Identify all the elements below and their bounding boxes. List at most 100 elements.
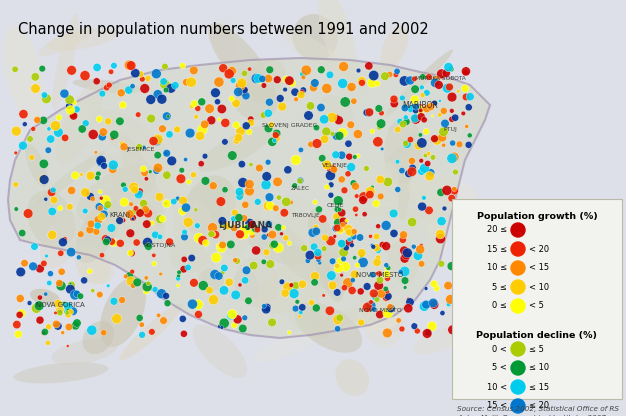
Point: [339, 285, 349, 291]
Point: [220, 186, 230, 193]
Point: [28, 126, 38, 132]
Point: [129, 184, 139, 191]
Point: [58, 329, 68, 336]
Point: [121, 273, 131, 280]
Point: [444, 84, 454, 90]
Point: [68, 308, 78, 314]
Point: [143, 75, 153, 82]
Point: [265, 261, 275, 267]
Point: [103, 201, 113, 208]
Point: [333, 219, 343, 226]
Point: [358, 259, 368, 266]
Point: [136, 321, 146, 328]
Point: [145, 168, 155, 175]
Text: SLOVENJ GRADEC: SLOVENJ GRADEC: [262, 122, 317, 127]
Point: [141, 287, 151, 294]
Text: Source: Census 2002, Statistical Office of RS
Anton Melik Geographical Institute: Source: Census 2002, Statistical Office …: [457, 406, 619, 416]
Point: [339, 218, 349, 225]
Point: [63, 303, 73, 310]
Point: [51, 310, 61, 316]
Point: [371, 200, 381, 207]
Point: [410, 115, 420, 121]
Point: [93, 175, 103, 181]
Point: [334, 265, 344, 271]
Point: [118, 102, 128, 109]
Point: [362, 109, 372, 116]
Point: [64, 308, 74, 314]
Ellipse shape: [362, 170, 394, 202]
Point: [319, 292, 329, 299]
Point: [35, 317, 45, 324]
Ellipse shape: [318, 0, 357, 82]
Point: [200, 178, 210, 184]
Point: [108, 162, 118, 168]
Point: [382, 288, 392, 295]
Point: [346, 121, 356, 128]
Point: [416, 107, 426, 114]
Point: [367, 79, 377, 86]
Ellipse shape: [94, 188, 165, 247]
Point: [346, 229, 356, 236]
Point: [367, 271, 377, 278]
Point: [424, 173, 434, 179]
Point: [442, 187, 452, 194]
Point: [348, 277, 358, 283]
Point: [318, 215, 328, 222]
Point: [134, 144, 144, 151]
Point: [173, 275, 183, 282]
Point: [262, 173, 272, 180]
Point: [428, 154, 438, 161]
Point: [436, 71, 446, 77]
Point: [381, 262, 391, 268]
Point: [344, 229, 354, 235]
Point: [251, 75, 261, 82]
Point: [128, 281, 138, 288]
Point: [429, 301, 439, 308]
Point: [259, 82, 269, 89]
Point: [112, 315, 122, 322]
Circle shape: [511, 223, 525, 237]
Point: [206, 231, 216, 238]
Point: [356, 288, 366, 295]
Point: [409, 76, 419, 82]
Point: [436, 235, 446, 242]
Point: [28, 263, 38, 270]
Ellipse shape: [139, 176, 178, 204]
Point: [218, 270, 228, 276]
Point: [381, 285, 391, 292]
Point: [265, 203, 275, 209]
Point: [366, 233, 376, 240]
Point: [421, 301, 431, 308]
Point: [219, 287, 229, 294]
Point: [311, 228, 321, 235]
Point: [355, 234, 365, 241]
Point: [150, 286, 160, 293]
Point: [31, 305, 41, 312]
Point: [11, 128, 21, 134]
Point: [244, 297, 254, 304]
Point: [343, 225, 353, 232]
Text: VELENJE: VELENJE: [322, 163, 348, 168]
Point: [396, 269, 406, 275]
Point: [197, 126, 207, 133]
Ellipse shape: [269, 196, 317, 240]
Point: [115, 240, 125, 247]
Point: [422, 330, 432, 337]
Ellipse shape: [75, 246, 110, 283]
Point: [134, 191, 144, 198]
Point: [337, 152, 347, 158]
Point: [97, 90, 107, 97]
Point: [156, 290, 167, 297]
Point: [65, 286, 75, 292]
Point: [99, 211, 109, 218]
Point: [353, 131, 363, 137]
Point: [60, 134, 70, 141]
Point: [170, 82, 180, 89]
Point: [458, 110, 468, 117]
Point: [391, 72, 401, 78]
Point: [332, 262, 342, 269]
Point: [93, 171, 103, 177]
Point: [335, 314, 345, 321]
Point: [81, 120, 91, 126]
Point: [353, 153, 363, 159]
